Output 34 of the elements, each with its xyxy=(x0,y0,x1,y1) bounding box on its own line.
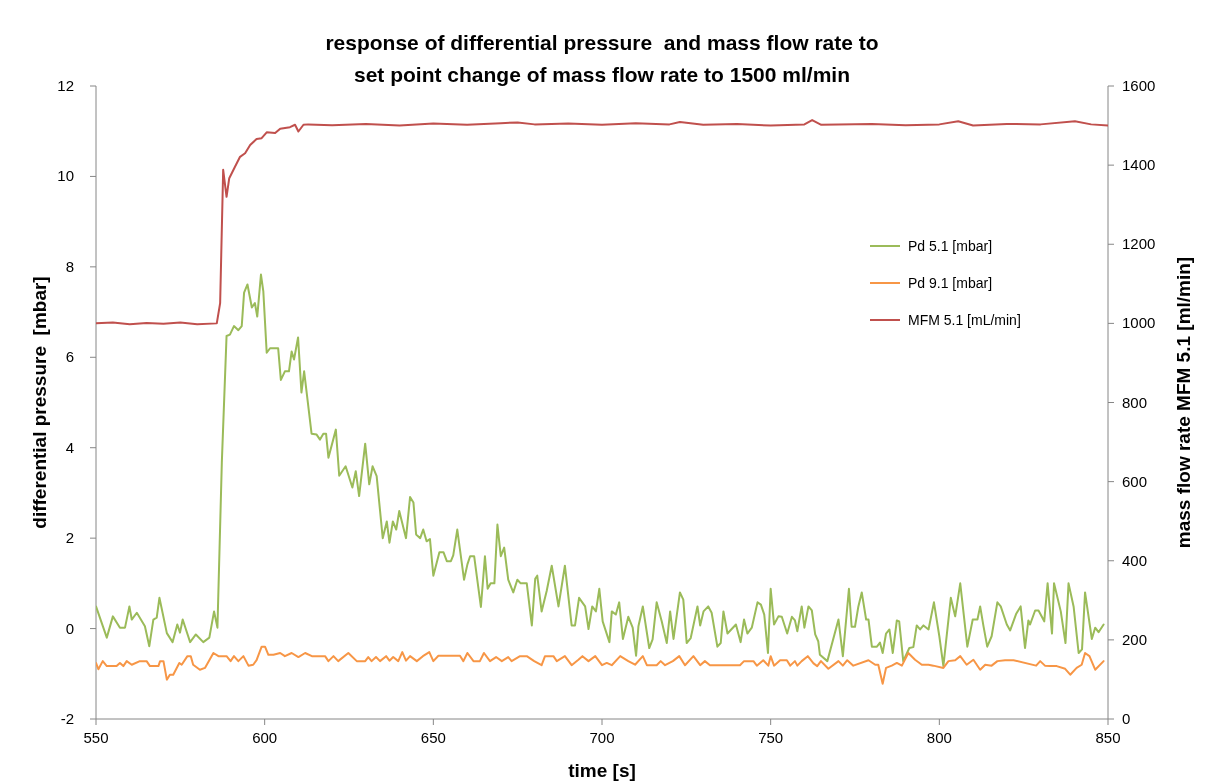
x-tick-label: 600 xyxy=(252,729,278,746)
y2-tick-label: 200 xyxy=(1122,630,1148,648)
x-tick-label: 850 xyxy=(1095,729,1121,746)
y-tick-label: -2 xyxy=(60,710,74,727)
legend-label: Pd 9.1 [mbar] xyxy=(908,275,993,291)
y-tick-label: 2 xyxy=(65,529,74,547)
y2-tick-label: 1400 xyxy=(1122,156,1156,174)
chart-title: response of differential pressure and mass flow rate to set point change of mass flow rate to 1500 ml/min xyxy=(325,31,879,86)
y2-tick-label: 800 xyxy=(1122,393,1148,411)
y2-tick-label: 1600 xyxy=(1122,77,1156,94)
y-tick-label: 6 xyxy=(65,348,74,366)
x-axis-title: time [s] xyxy=(568,760,636,781)
y2-tick-label: 0 xyxy=(1122,710,1131,727)
y2-tick-label: 1200 xyxy=(1122,235,1156,253)
x-tick-label: 750 xyxy=(758,729,784,746)
y2-tick-label: 1000 xyxy=(1122,314,1156,332)
y2-tick-label: 400 xyxy=(1122,551,1148,569)
y-tick-label: 0 xyxy=(65,619,74,637)
y-axis-title: differential pressure [mbar] xyxy=(29,276,50,529)
y2-tick-label: 600 xyxy=(1122,472,1148,490)
x-tick-label: 550 xyxy=(83,729,109,746)
y-tick-label: 4 xyxy=(65,438,74,456)
line-series xyxy=(96,645,1105,685)
legend-label: MFM 5.1 [mL/min] xyxy=(908,312,1021,328)
legend-label: Pd 5.1 [mbar] xyxy=(908,238,993,254)
x-tick-label: 650 xyxy=(420,729,446,746)
x-tick-label: 800 xyxy=(926,729,952,746)
y2-axis-title: mass flow rate MFM 5.1 [ml/min] xyxy=(1173,256,1194,549)
line-series xyxy=(96,273,1105,668)
y-tick-label: 12 xyxy=(57,77,74,94)
x-tick-label: 700 xyxy=(589,729,615,746)
line-series xyxy=(96,119,1108,326)
y-tick-label: 8 xyxy=(65,257,74,275)
y-tick-label: 10 xyxy=(57,167,74,185)
